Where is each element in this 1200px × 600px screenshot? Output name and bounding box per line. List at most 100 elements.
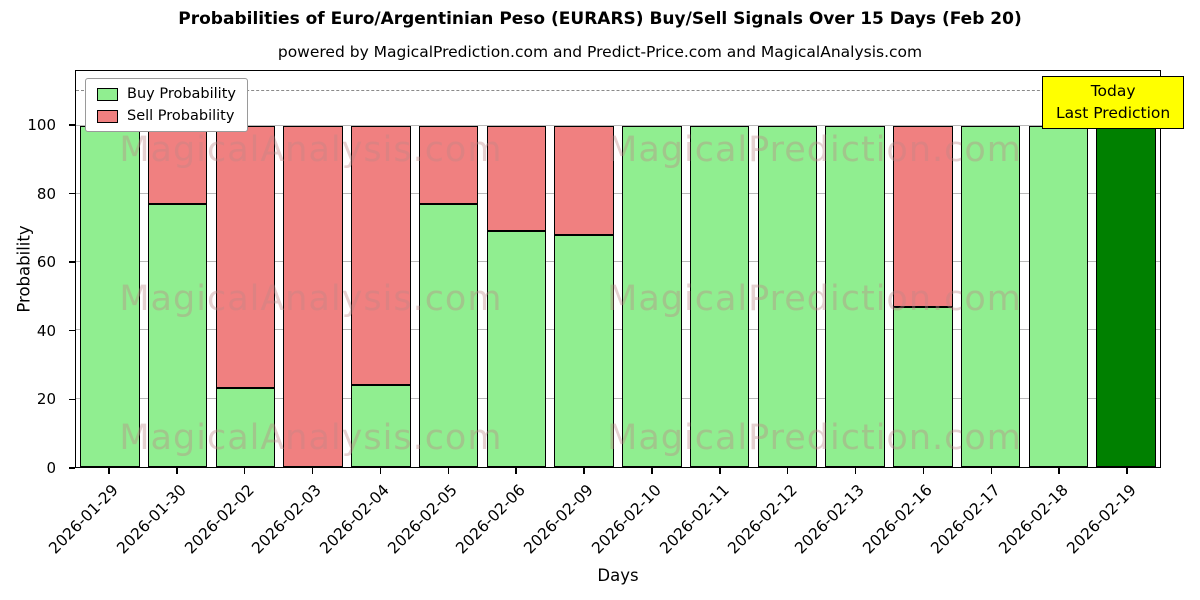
bar-sell-segment [147,125,208,205]
x-tick-label: 2026-02-18 [995,481,1072,558]
y-tick-label: 80 [36,184,56,203]
gridline [76,397,1160,399]
x-tick-label: 2026-02-13 [791,481,869,558]
bar-buy-segment [893,306,953,467]
bar-buy-segment [757,125,818,467]
y-tick-mark [69,192,75,195]
watermark-text: MagicalPrediction.com [607,417,1022,458]
x-tick-label: 2026-01-29 [45,481,122,558]
bar [622,71,682,467]
bar-buy-segment [1028,125,1089,467]
y-tick-label: 40 [36,321,56,340]
bar-slot [415,71,483,467]
bar-sell-segment [215,125,276,389]
gridline-layer [76,71,1160,467]
x-tick-label: 2026-02-05 [384,481,462,558]
bar-buy-segment [215,388,276,467]
plot-area: MagicalAnalysis.com MagicalPrediction.com… [75,70,1161,468]
bar [147,71,208,467]
y-tick-mark [69,261,75,263]
legend-swatch [97,109,118,123]
y-tick-mark [69,467,75,469]
bar-slot [957,71,1025,467]
bar-buy-segment [960,125,1021,467]
x-tick-mark [719,468,721,474]
bar-buy-segment [486,231,547,467]
y-tick-mark [69,124,75,126]
x-tick-mark [990,468,992,474]
bar [554,71,614,467]
dashed-gridline [76,90,1160,92]
x-tick-mark [447,468,449,474]
watermark-text: MagicalPrediction.com [607,130,1022,171]
bar [215,71,276,467]
bar-buy-segment [689,125,750,467]
x-tick-label: 2026-02-04 [316,481,394,558]
y-tick-label: 20 [36,390,56,409]
x-tick-mark [108,468,110,474]
x-tick-labels: 2026-01-29 2026-01-30 2026-02-02 2026-02-03… [45,477,1161,572]
y-tick-mark [69,330,75,332]
bar-slot [1092,71,1160,467]
y-tick-mark [69,398,75,401]
bar-slot [686,71,754,467]
bar-slot [144,71,212,467]
x-tick-mark [786,468,789,474]
x-tick-mark [176,468,178,474]
x-tick-mark [515,468,517,474]
bar-buy-segment [147,204,208,467]
x-tick-mark [854,468,857,474]
watermark-text: MagicalAnalysis.com [119,130,503,171]
bar-slot [618,71,686,467]
bar-buy-segment [825,125,885,467]
x-tick-mark [583,468,585,474]
bar-sell-segment [351,125,411,386]
bar-slot [754,71,822,467]
legend-item: Buy Probability [97,86,236,102]
x-tick-label: 2026-02-06 [452,481,529,558]
watermark-layer: MagicalAnalysis.com MagicalPrediction.com… [76,71,1160,467]
bar [418,71,479,467]
gridline [76,329,1160,331]
gridline [76,261,1160,263]
legend-label: Sell Probability [127,108,235,124]
y-tick-label: 60 [36,253,56,272]
chart-subtitle: powered by MagicalPrediction.com and Pre… [277,43,923,61]
today-annotation: Today Last Prediction [1042,76,1185,130]
bar [689,71,750,467]
bar-slot [212,71,280,467]
bar [825,71,885,467]
y-tick-labels: 0 20 40 60 80 100 [0,70,64,477]
bar-slot [483,71,551,467]
bar [351,71,411,467]
x-tick-label: 2026-02-19 [1063,481,1140,558]
x-tick-label: 2026-01-30 [113,481,190,558]
x-tick-mark [379,468,382,474]
gridline [76,124,1160,126]
x-tick-mark [1058,468,1060,474]
x-tick-mark [243,468,246,474]
bar-buy-segment [351,385,411,467]
y-tick-marks [69,70,75,469]
x-tick-mark [311,468,314,474]
bar [283,71,343,467]
x-tick-label: 2026-02-17 [927,481,1005,558]
bar-slot [550,71,618,467]
x-tick-label: 2026-02-03 [248,481,326,558]
bar [960,71,1021,467]
bar-slot [279,71,347,467]
bar-sell-segment [418,125,479,205]
bar-slot [889,71,957,467]
bar [757,71,818,467]
bar [486,71,547,467]
x-tick-label: 2026-02-10 [588,481,665,558]
watermark-text: MagicalAnalysis.com [119,278,503,319]
x-tick-marks [75,468,1161,475]
x-tick-label: 2026-02-16 [859,481,937,558]
bar-buy-segment [418,204,479,467]
x-tick-mark [1126,468,1128,474]
x-axis-label: Days [597,566,639,585]
bar-sell-segment [486,125,547,232]
bar-sell-segment [283,125,343,467]
y-tick-label: 0 [46,459,56,477]
